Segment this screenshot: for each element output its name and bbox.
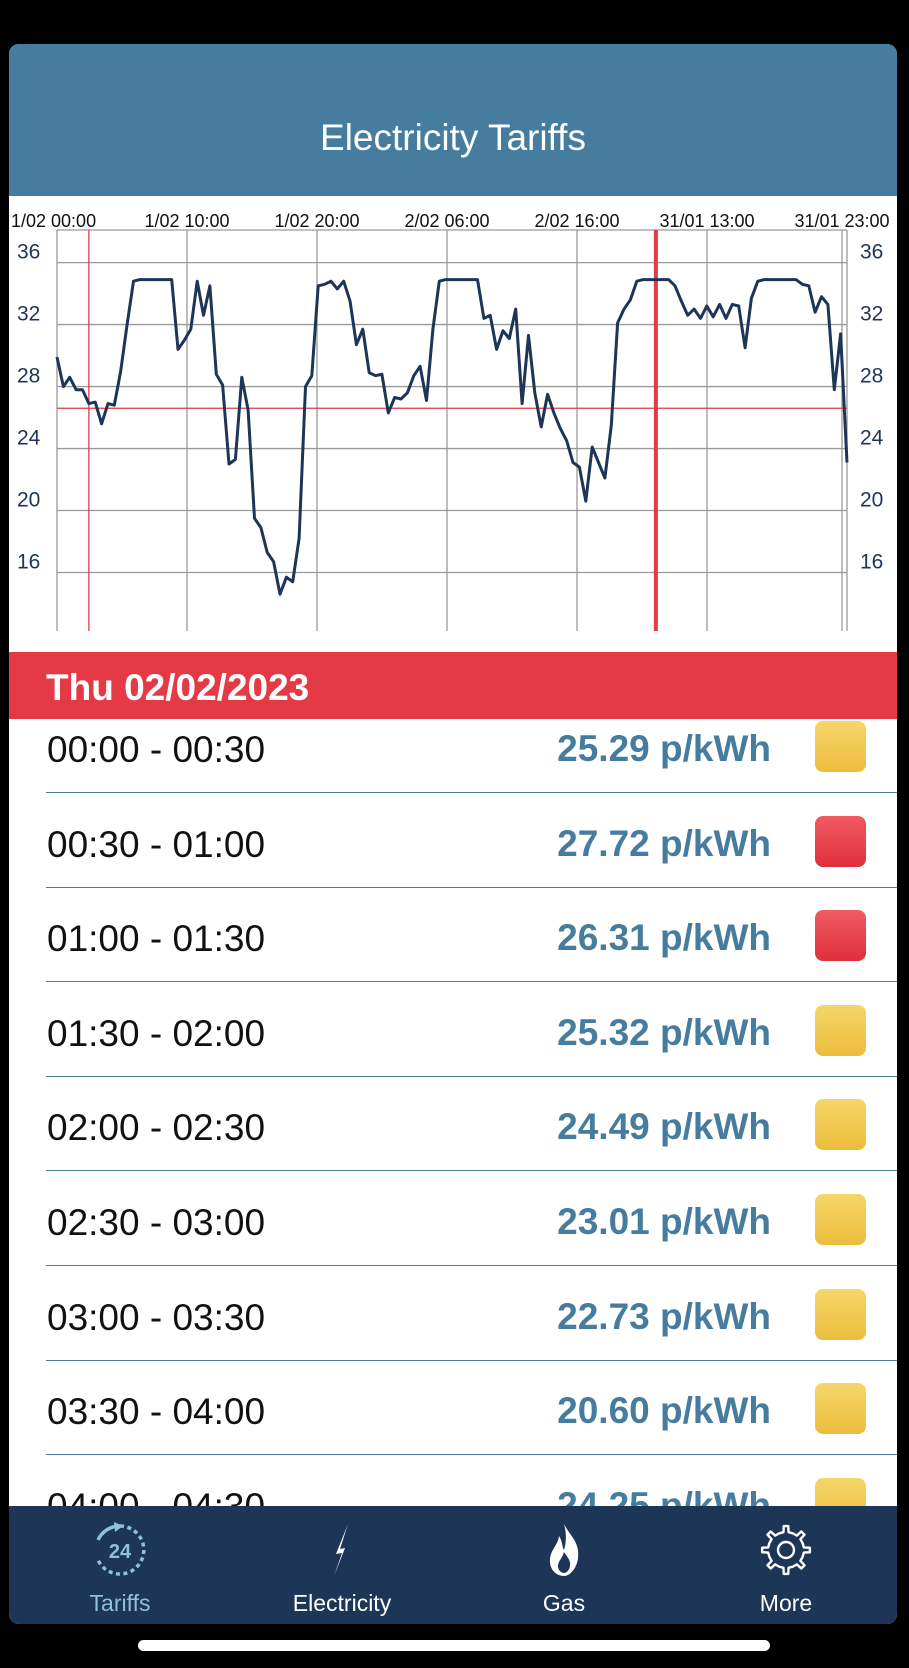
flame-icon (549, 1524, 579, 1576)
tariff-row[interactable]: 02:30 - 03:00 23.01 p/kWh (46, 1172, 897, 1266)
date-banner-label: Thu 02/02/2023 (46, 667, 310, 708)
y-tick-label-right: 36 (860, 241, 883, 264)
svg-text:24: 24 (109, 1541, 132, 1563)
y-tick-label-right: 16 (860, 551, 883, 574)
x-tick-label: 31/01 13:00 (659, 211, 754, 231)
tariff-row[interactable]: 00:30 - 01:00 27.72 p/kWh (46, 794, 897, 888)
y-tick-label-left: 20 (17, 489, 40, 512)
price-value: 23.01 p/kWh (557, 1201, 771, 1242)
lightning-icon (334, 1524, 348, 1576)
time-slot: 02:00 - 02:30 (47, 1107, 266, 1149)
price-level-indicator (815, 1383, 866, 1435)
tariff-row[interactable]: 03:00 - 03:30 22.73 p/kWh (46, 1267, 897, 1361)
price-level-indicator (815, 1477, 866, 1506)
y-tick-label-right: 28 (860, 365, 883, 388)
x-tick-label: 1/02 00:00 (11, 211, 96, 231)
clock-24-icon: 24 (96, 1522, 146, 1576)
series-line-p-kwh (55, 278, 849, 596)
gear-icon (760, 1524, 812, 1576)
tariff-row[interactable]: 04:00 - 04:30 24.25 p/kWh (46, 1456, 897, 1506)
time-slot: 04:00 - 04:30 (47, 1486, 265, 1506)
price-value: 24.25 p/kWh (557, 1484, 771, 1506)
y-tick-label-left: 16 (17, 551, 40, 574)
tariff-chart-svg: 16 16 20 20 24 24 28 28 32 32 36 36 1/02 00:00 1/02 1… (11, 211, 890, 676)
price-value: 25.32 p/kWh (557, 1011, 771, 1053)
tariff-row[interactable]: 02:00 - 02:30 24.49 p/kWh (46, 1077, 897, 1172)
price-value: 24.49 p/kWh (557, 1106, 771, 1148)
price-level-indicator (815, 1099, 866, 1151)
tab-label: Tariffs (89, 1590, 151, 1616)
price-value: 27.72 p/kWh (557, 822, 771, 864)
time-slot: 00:30 - 01:00 (47, 823, 266, 865)
tariff-row[interactable]: 01:00 - 01:30 26.31 p/kWh (46, 888, 897, 983)
x-tick-label: 2/02 16:00 (534, 211, 619, 231)
tariff-row[interactable]: 03:30 - 04:00 20.60 p/kWh (46, 1361, 897, 1456)
y-tick-label-right: 32 (860, 303, 883, 326)
time-slot: 00:00 - 00:30 (47, 729, 266, 770)
tariff-row[interactable]: 01:30 - 02:00 25.32 p/kWh (46, 983, 897, 1077)
price-level-indicator (815, 910, 866, 962)
tariff-row[interactable]: 00:00 - 00:30 25.29 p/kWh (46, 719, 897, 793)
time-slot: 03:00 - 03:30 (47, 1296, 266, 1338)
navigation-header: Electricity Tariffs (9, 44, 897, 196)
time-slot: 01:00 - 01:30 (47, 918, 266, 960)
tab-gas[interactable]: Gas (453, 1506, 675, 1624)
x-tick-label: 2/02 06:00 (404, 211, 489, 231)
price-level-indicator (815, 1288, 866, 1340)
price-value: 22.73 p/kWh (557, 1295, 771, 1337)
app-screen: Electricity Tariffs 16 16 20 20 24 24 28 28 32 32… (9, 44, 897, 1624)
tab-tariffs[interactable]: 24 Tariffs (9, 1506, 231, 1624)
time-slot: 03:30 - 04:00 (47, 1391, 266, 1433)
price-level-indicator (815, 1194, 866, 1245)
price-level-indicator (815, 1004, 866, 1056)
tab-label: Electricity (292, 1590, 392, 1616)
tariff-list[interactable]: 00:00 - 00:30 25.29 p/kWh 00:30 - 01:00 27.… (9, 719, 897, 1506)
price-value: 20.60 p/kWh (557, 1390, 771, 1432)
price-value: 26.31 p/kWh (557, 917, 771, 959)
date-banner: Thu 02/02/2023 (9, 652, 897, 719)
price-value: 25.29 p/kWh (557, 728, 771, 769)
tab-label: More (759, 1590, 813, 1616)
y-tick-label-right: 20 (860, 489, 883, 512)
price-level-indicator (815, 721, 866, 772)
y-tick-label-left: 32 (17, 303, 40, 326)
x-tick-label: 1/02 20:00 (274, 211, 359, 231)
tab-label: Gas (542, 1590, 586, 1616)
y-tick-label-left: 24 (17, 427, 41, 450)
tab-bar: 24 Tariffs Electricity Gas Mor (9, 1506, 897, 1624)
x-tick-label: 1/02 10:00 (144, 211, 229, 231)
y-tick-label-left: 28 (17, 365, 40, 388)
tab-more[interactable]: More (675, 1506, 897, 1624)
home-indicator[interactable] (138, 1640, 770, 1651)
time-slot: 01:30 - 02:00 (47, 1012, 266, 1054)
y-tick-label-right: 24 (860, 427, 884, 450)
page-title: Electricity Tariffs (320, 117, 586, 158)
x-tick-label: 31/01 23:00 (794, 211, 889, 231)
time-slot: 02:30 - 03:00 (47, 1202, 266, 1243)
tariff-chart[interactable]: 16 16 20 20 24 24 28 28 32 32 36 36 1/02 00:00 1/02 1… (9, 196, 897, 696)
tab-electricity[interactable]: Electricity (231, 1506, 453, 1624)
y-tick-label-left: 36 (17, 241, 40, 264)
price-level-indicator (815, 815, 866, 867)
